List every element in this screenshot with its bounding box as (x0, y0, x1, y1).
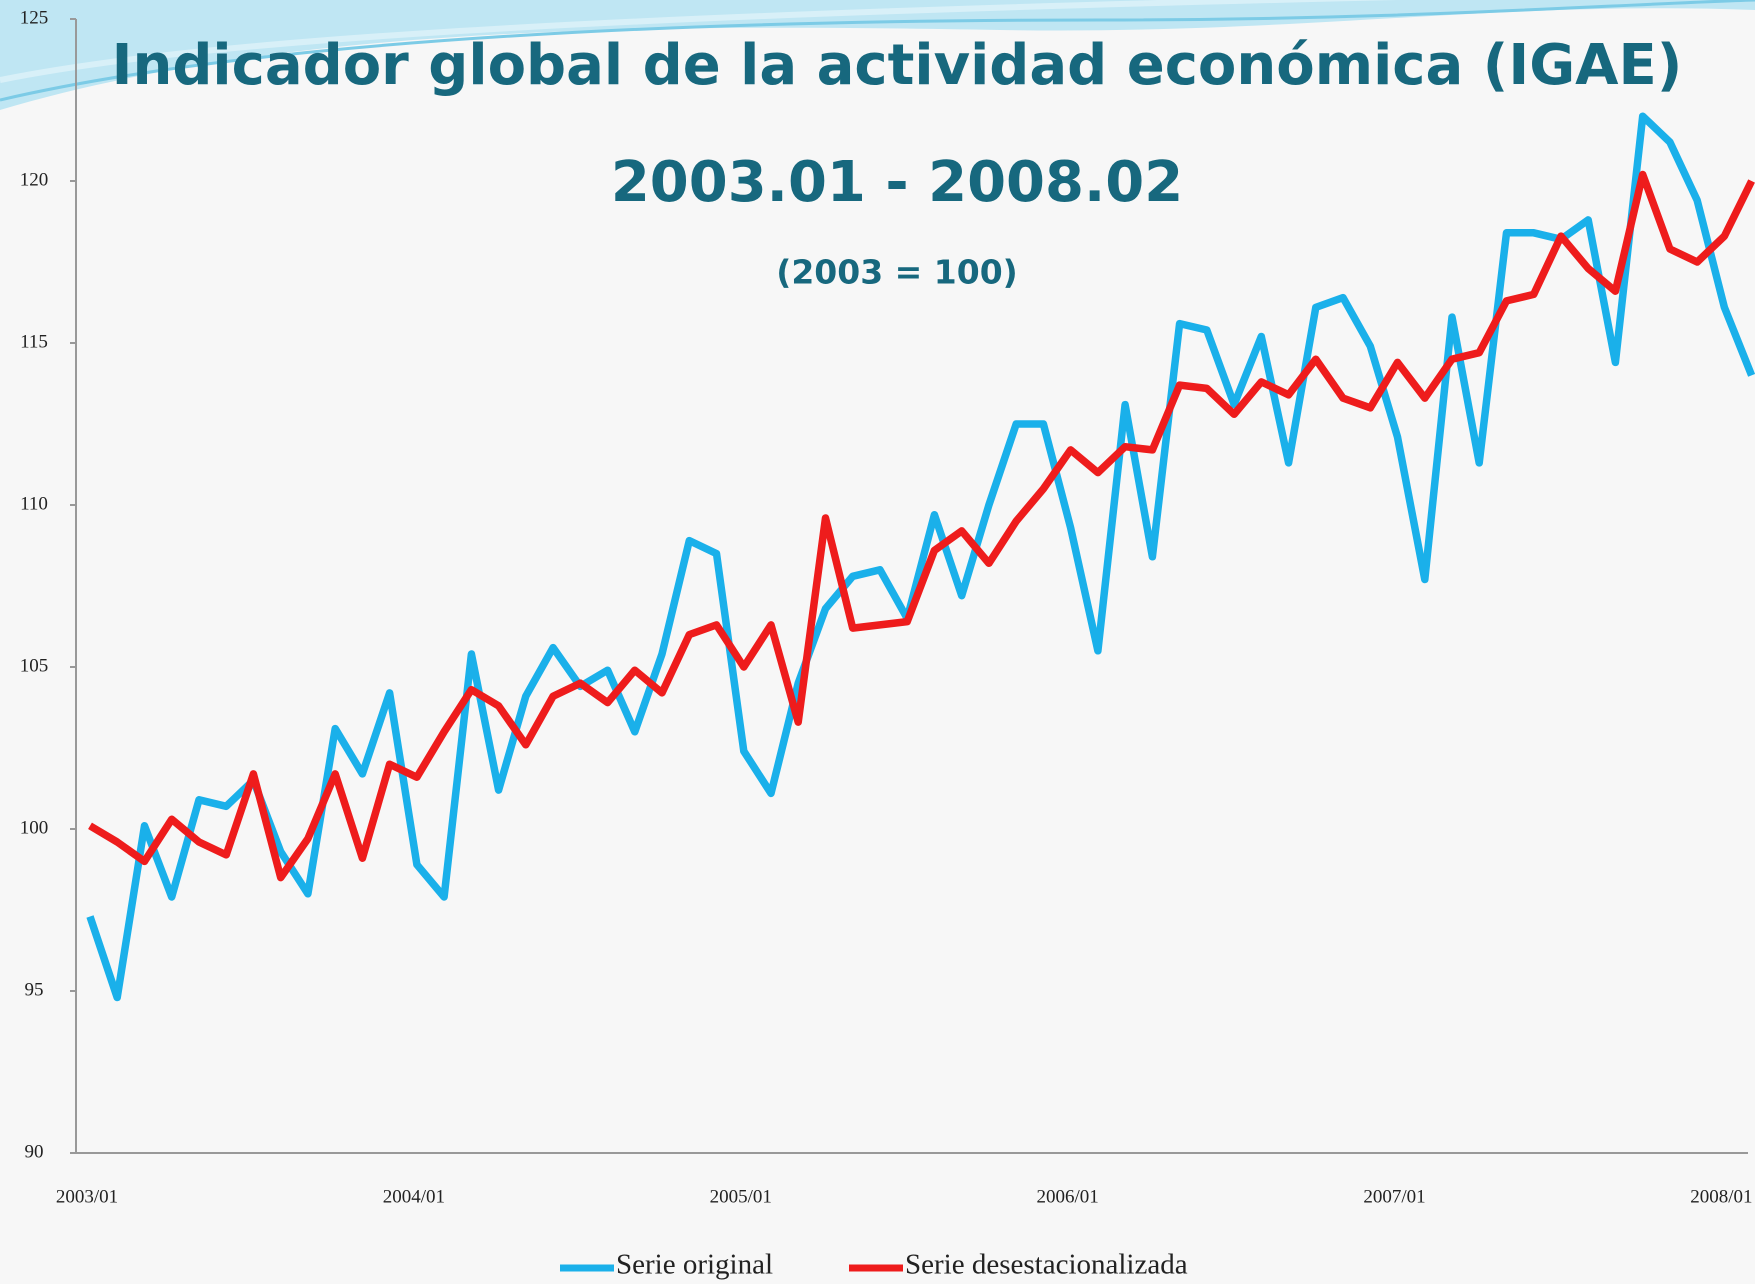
x-tick-label: 2003/01 (56, 1186, 118, 1207)
y-tick-label: 100 (20, 817, 49, 838)
chart: Indicador global de la actividad económi… (0, 0, 1755, 1284)
x-tick-label: 2008/01 (1690, 1186, 1752, 1207)
legend-label: Serie original (616, 1249, 773, 1281)
y-tick-label: 105 (20, 655, 49, 676)
y-tick-label: 115 (20, 331, 48, 352)
chart-subtitle: 2003.01 - 2008.02 (611, 150, 1183, 215)
y-tick-label: 110 (20, 493, 48, 514)
chart-title: Indicador global de la actividad económi… (112, 33, 1683, 98)
x-tick-label: 2007/01 (1363, 1186, 1425, 1207)
series-line (90, 116, 1752, 997)
legend-label: Serie desestacionalizada (905, 1249, 1188, 1281)
x-tick-label: 2004/01 (383, 1186, 445, 1207)
y-tick-label: 90 (25, 1141, 44, 1162)
y-tick-label: 120 (20, 169, 49, 190)
y-tick-label: 125 (20, 7, 49, 28)
x-tick-label: 2005/01 (710, 1186, 772, 1207)
x-tick-label: 2006/01 (1036, 1186, 1098, 1207)
annotation: (2003 = 100) (776, 253, 1018, 292)
y-tick-label: 95 (25, 979, 44, 1000)
page: Indicador global de la actividad económi… (0, 0, 1755, 1284)
